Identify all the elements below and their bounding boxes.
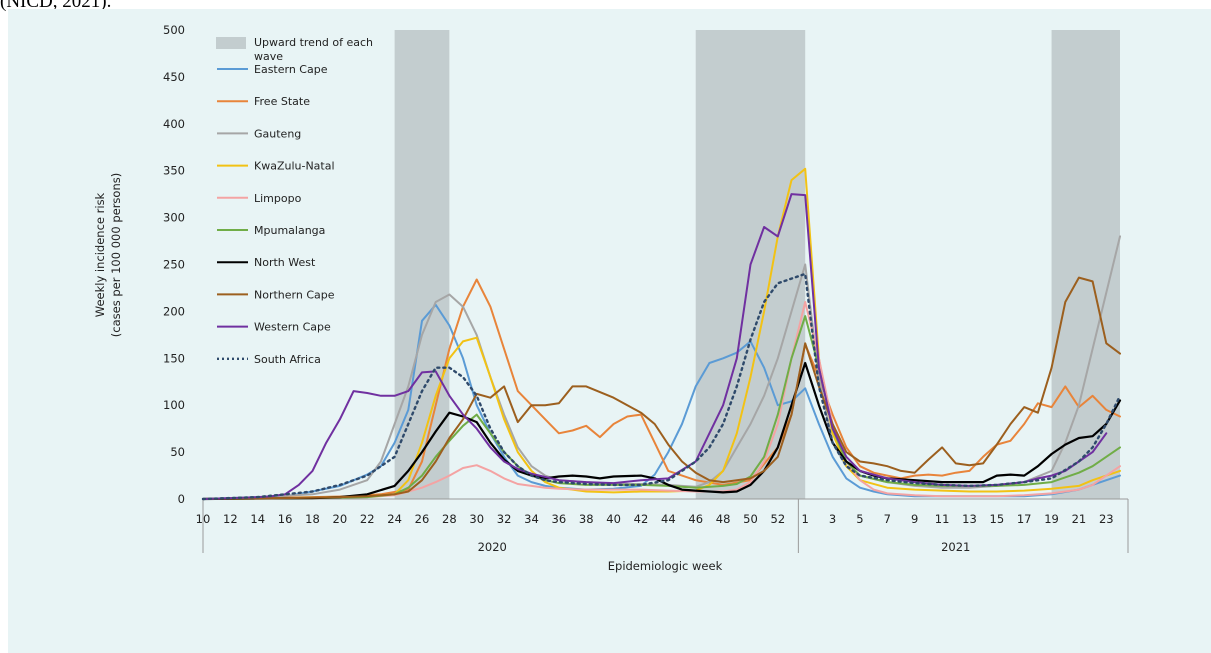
- x-tick-label: 26: [415, 512, 430, 526]
- x-tick-label: 13: [962, 512, 977, 526]
- x-tick-label: 14: [250, 512, 265, 526]
- legend-swatch-band: [216, 37, 246, 49]
- series-line-south-africa: [201, 272, 1122, 501]
- x-tick-label: 15: [990, 512, 1005, 526]
- legend-entry: Free State: [254, 95, 310, 108]
- x-tick-label: 44: [661, 512, 676, 526]
- y-tick-label: 150: [163, 351, 185, 365]
- x-tick-label: 34: [524, 512, 539, 526]
- y-tick-label: 200: [163, 304, 185, 318]
- x-tick-label: 52: [771, 512, 786, 526]
- x-tick-label: 23: [1099, 512, 1114, 526]
- y-tick-label: 500: [163, 23, 185, 37]
- x-tick-label: 3: [829, 512, 836, 526]
- y-axis-title: Weekly incidence risk: [93, 192, 107, 317]
- series-line-limpopo: [202, 301, 1121, 500]
- legend-entry: KwaZulu-Natal: [254, 160, 335, 173]
- series-line-free-state: [202, 278, 1121, 500]
- y-tick-label: 350: [163, 164, 185, 178]
- series-line-mpumalanga: [202, 315, 1121, 500]
- x-tick-label: 7: [884, 512, 891, 526]
- chart-panel: [8, 9, 1211, 653]
- y-tick-label: 0: [178, 492, 185, 506]
- x-tick-label: 32: [497, 512, 512, 526]
- x-tick-label: 42: [634, 512, 649, 526]
- x-tick-label: 12: [223, 512, 238, 526]
- x-tick-label: 1: [802, 512, 809, 526]
- y-tick-label: 100: [163, 398, 185, 412]
- year-label-2021: 2021: [941, 540, 970, 554]
- series-line-northern-cape: [202, 276, 1121, 500]
- y-tick-label: 250: [163, 258, 185, 272]
- x-tick-label: 28: [442, 512, 457, 526]
- x-tick-label: 10: [196, 512, 211, 526]
- y-tick-label: 450: [163, 70, 185, 84]
- series-line-western-cape: [202, 193, 1108, 500]
- x-tick-labels: 10 12 14 16 18 20 22 24 26 28 30 32 34 36 38 40 42 44 46 48…: [196, 512, 1114, 526]
- y-tick-labels: 0 50 100 150 200 250 300 350 400 450 500: [163, 23, 185, 506]
- x-tick-label: 36: [552, 512, 567, 526]
- legend-entry: South Africa: [254, 353, 321, 366]
- x-tick-label: 38: [579, 512, 594, 526]
- x-tick-label: 46: [688, 512, 703, 526]
- series-line-eastern-cape: [202, 303, 1121, 500]
- series-line-north-west: [201, 361, 1122, 501]
- wave-band-1: [394, 30, 450, 499]
- x-tick-label: 5: [856, 512, 863, 526]
- axis-lines: [202, 498, 1129, 553]
- wave-bands: [394, 30, 1120, 499]
- series-lines: [201, 167, 1122, 501]
- x-tick-label: 24: [387, 512, 402, 526]
- x-tick-label: 11: [935, 512, 950, 526]
- legend-entry: Western Cape: [254, 321, 331, 334]
- x-tick-label: 19: [1044, 512, 1059, 526]
- legend-entry: Northern Cape: [254, 288, 335, 301]
- x-tick-label: 21: [1072, 512, 1087, 526]
- legend-entry: Gauteng: [254, 127, 301, 140]
- legend-band-label-line2: wave: [254, 50, 283, 63]
- y-tick-label: 50: [170, 445, 185, 459]
- legend-entry: Limpopo: [254, 192, 302, 205]
- legend-entry: Eastern Cape: [254, 63, 328, 76]
- x-tick-label: 9: [911, 512, 918, 526]
- y-tick-label: 300: [163, 211, 185, 225]
- legend-band-label: Upward trend of each: [254, 36, 373, 49]
- legend-entry: North West: [254, 256, 316, 269]
- year-label-2020: 2020: [478, 540, 507, 554]
- x-tick-label: 20: [333, 512, 348, 526]
- x-axis-title: Epidemiologic week: [608, 559, 723, 573]
- series-line-kwazulu-natal: [202, 167, 1121, 500]
- y-axis-title-units: (cases per 100 000 persons): [109, 173, 123, 337]
- x-tick-label: 18: [305, 512, 320, 526]
- wave-band-3: [1051, 30, 1120, 499]
- x-tick-label: 16: [278, 512, 293, 526]
- x-tick-label: 22: [360, 512, 375, 526]
- x-tick-label: 40: [606, 512, 621, 526]
- x-tick-label: 17: [1017, 512, 1032, 526]
- x-tick-label: 30: [469, 512, 484, 526]
- year-labels: 2020 2021: [478, 540, 971, 554]
- y-tick-label: 400: [163, 117, 185, 131]
- x-tick-label: 50: [743, 512, 758, 526]
- legend-entry: Mpumalanga: [254, 224, 325, 237]
- x-tick-label: 48: [716, 512, 731, 526]
- series-line-gauteng: [202, 235, 1121, 500]
